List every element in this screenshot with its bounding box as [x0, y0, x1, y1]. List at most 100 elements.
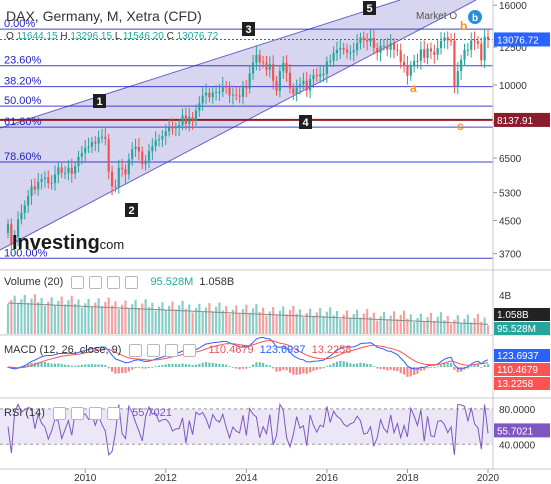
macd-histogram-bar [231, 367, 234, 368]
key-level-text: 8137.91 [497, 116, 534, 127]
volume-bar [33, 294, 36, 334]
watermark-brand: Investing [12, 232, 100, 254]
visibility-icon[interactable] [129, 344, 143, 357]
ohlc-low-key: L [114, 31, 121, 42]
rsi-panel-label: RSI (14) 55.7021 [4, 407, 175, 420]
volume-bar [188, 304, 191, 334]
watermark-suffix: .com [96, 237, 124, 252]
candle-body [295, 85, 298, 94]
candle-body [376, 47, 379, 53]
volume-bar [178, 305, 181, 334]
candle-body [463, 49, 466, 60]
macd-histogram-bar [67, 364, 70, 367]
candle-body [10, 224, 13, 245]
volume-bar [356, 309, 359, 334]
fib-label: 0.00% [4, 18, 35, 30]
volume-bar [80, 307, 83, 334]
candle-body [423, 49, 426, 58]
channel-lower-line [0, 0, 477, 251]
visibility-icon[interactable] [71, 276, 85, 289]
macd-histogram-bar [77, 365, 80, 367]
close-icon[interactable] [165, 344, 179, 357]
price-tick-label: 5300 [499, 189, 522, 200]
volume-bar [265, 315, 268, 334]
candle-body [389, 43, 392, 50]
volume-panel-label: Volume (20) 95.528M 1.058B [4, 276, 237, 289]
volume-bar [322, 315, 325, 334]
candle-body [342, 47, 345, 50]
macd-histogram-bar [325, 366, 328, 367]
settings-icon[interactable] [71, 407, 85, 420]
visibility-icon[interactable] [53, 407, 67, 420]
more-icon[interactable] [107, 407, 121, 420]
candle-body [23, 205, 26, 214]
macd-histogram-bar [426, 367, 429, 369]
candle-body [288, 72, 292, 89]
macd-histogram-bar [409, 367, 412, 377]
macd-histogram-bar [305, 367, 308, 374]
time-tick-label: 2020 [477, 473, 500, 484]
macd-histogram-bar [168, 363, 171, 367]
macd-histogram-bar [332, 363, 335, 367]
macd-last-box-2 [494, 363, 550, 376]
candle-body [74, 166, 77, 174]
fib-label: 23.60% [4, 55, 42, 67]
volume-bar [225, 306, 228, 334]
candle-body [372, 37, 375, 48]
candle-body [312, 75, 315, 80]
macd-histogram-bar [453, 367, 456, 371]
candle-body [70, 167, 73, 174]
candle-body [345, 49, 349, 53]
candle-body [322, 73, 325, 75]
settings-icon[interactable] [147, 344, 161, 357]
macd-histogram-bar [315, 367, 318, 370]
volume-bar [147, 307, 151, 334]
volume-bar [409, 314, 412, 334]
candle-body [215, 91, 218, 93]
macd-histogram-bar [171, 363, 174, 367]
macd-histogram-bar [124, 367, 127, 373]
volume-bar [335, 311, 339, 334]
price-tick-label: 4500 [499, 216, 522, 227]
close-icon[interactable] [89, 407, 103, 420]
volume-bar [309, 308, 312, 334]
candle-body [275, 80, 278, 91]
macd-histogram-bar [449, 363, 453, 367]
market-status[interactable]: Market O [416, 11, 457, 22]
volume-bar [181, 300, 184, 334]
volume-bar [298, 309, 302, 334]
volume-bar [70, 295, 73, 334]
volume-ma-line [7, 302, 489, 325]
macd-histogram-bar [399, 367, 402, 374]
candle-body [379, 45, 382, 53]
volume-bar [379, 316, 382, 334]
volume-bar [262, 307, 265, 334]
chart-title: DAX, Germany, M, Xetra (CFD) [6, 8, 202, 24]
candle-body [97, 137, 100, 144]
volume-bar [349, 318, 352, 334]
volume-bar [483, 317, 486, 334]
volume-bar [194, 308, 198, 334]
price-tick-label: 10000 [499, 81, 527, 92]
candle-body [258, 54, 261, 62]
more-icon[interactable] [183, 344, 197, 357]
candle-body [309, 79, 312, 91]
volume-bar [84, 303, 87, 334]
macd-histogram-bar [312, 367, 315, 371]
candle-body [231, 94, 234, 96]
close-icon[interactable] [107, 276, 121, 289]
candle-body [409, 66, 412, 76]
macd-histogram-bar [60, 364, 63, 367]
more-icon[interactable] [125, 276, 139, 289]
volume-bar [449, 323, 453, 334]
fib-label: 78.60% [4, 151, 42, 163]
volume-bar [137, 307, 140, 334]
volume-bar [53, 305, 57, 334]
candle-body [268, 64, 271, 70]
fib-label: 38.20% [4, 76, 42, 88]
settings-icon[interactable] [89, 276, 103, 289]
wave-label-text: 4 [302, 117, 309, 129]
volume-bar [416, 317, 419, 334]
macd-histogram-bar [245, 367, 248, 369]
